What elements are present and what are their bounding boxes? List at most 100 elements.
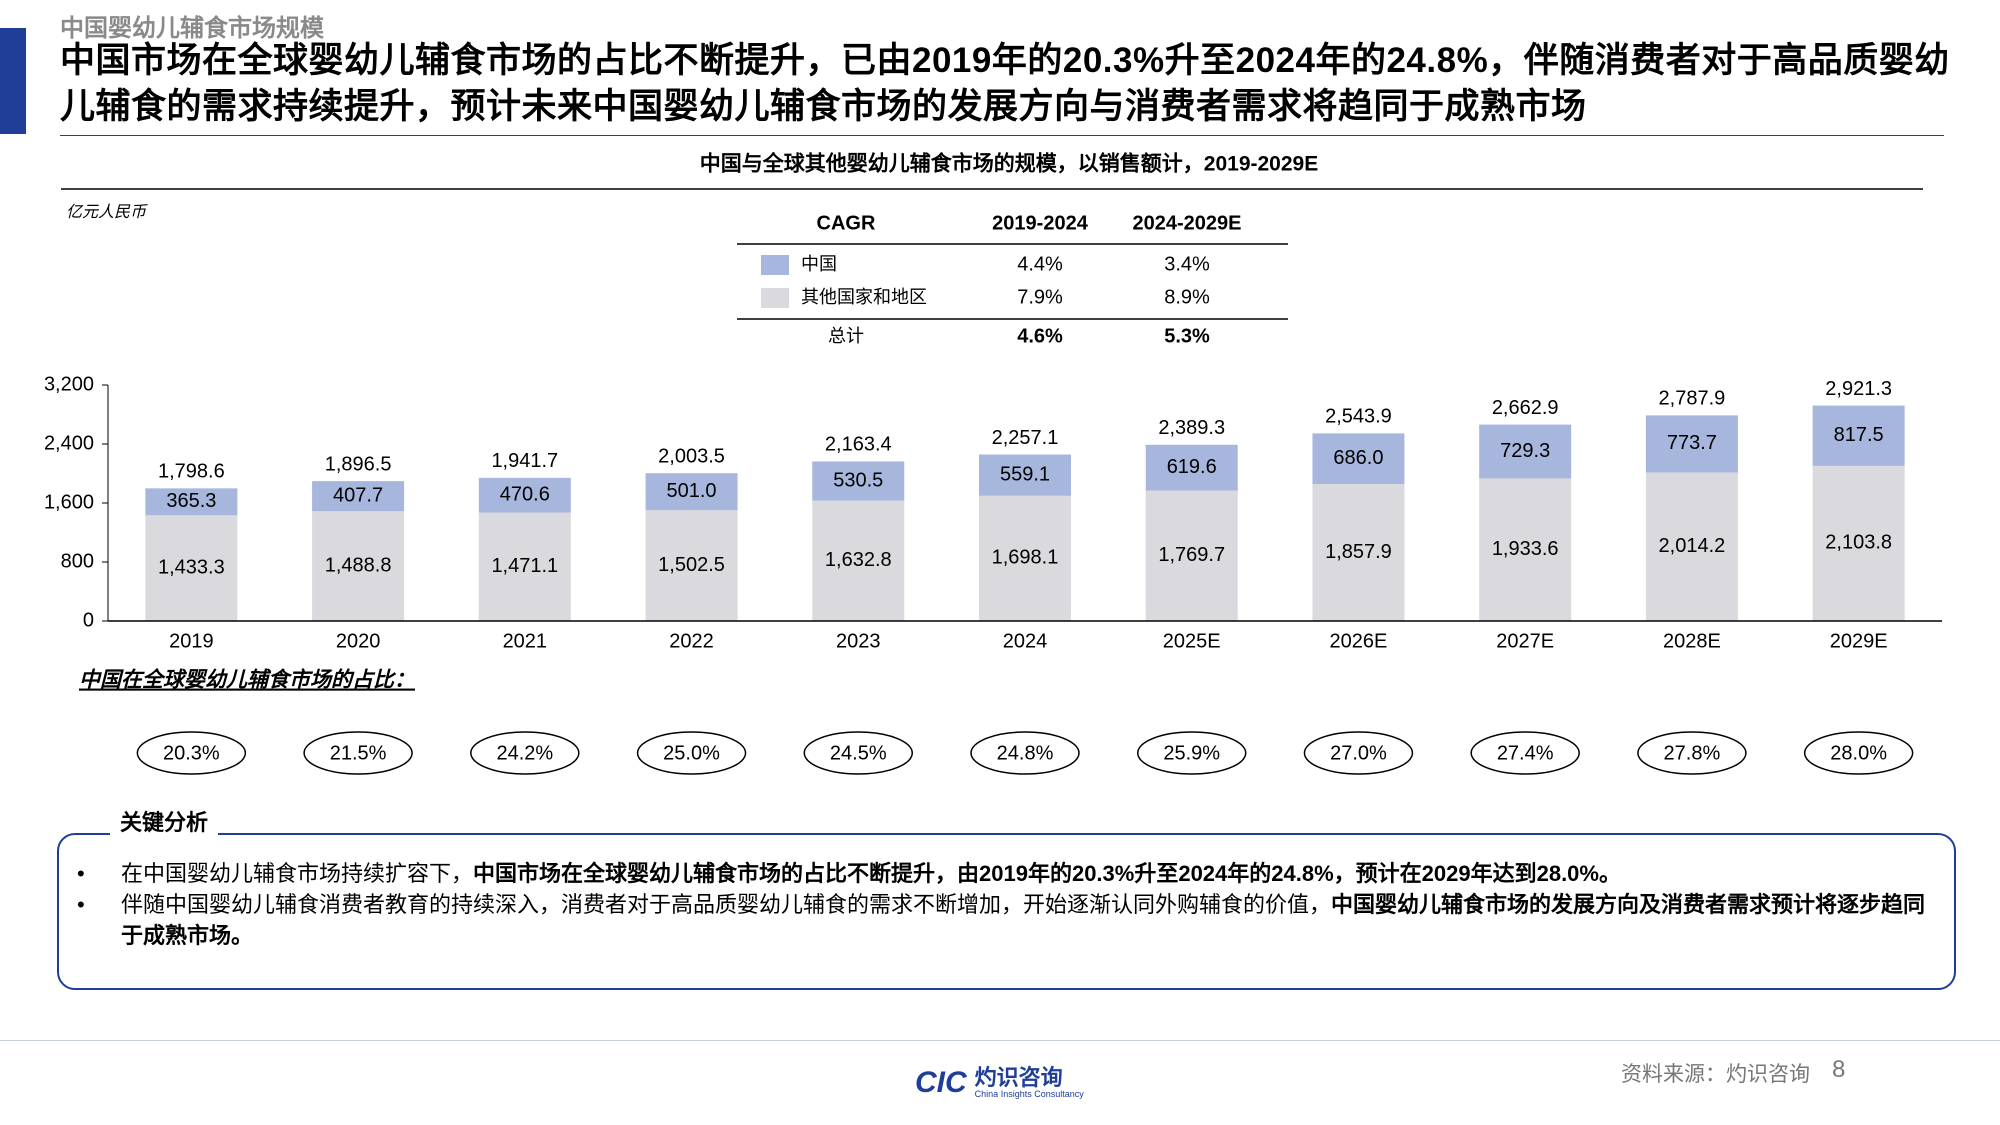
- share-label: 28.0%: [1830, 742, 1887, 764]
- bar-segment: [478, 512, 571, 621]
- x-tick-label: 2027E: [1496, 630, 1554, 652]
- x-tick-label: 2025E: [1163, 630, 1221, 652]
- value-label: 1,632.8: [825, 549, 892, 571]
- value-label: 407.7: [333, 484, 383, 506]
- x-tick-label: 2029E: [1830, 630, 1888, 652]
- share-ellipse: [1136, 731, 1247, 775]
- table-cell: 4.4%: [1017, 253, 1063, 275]
- bar-segment: [1812, 405, 1905, 466]
- share-ellipse: [1803, 731, 1914, 775]
- total-label: 2,163.4: [825, 434, 892, 456]
- bar-segment: [812, 461, 905, 501]
- bar-segment: [1145, 444, 1238, 491]
- table-total: 4.6%: [1017, 325, 1063, 347]
- total-label: 1,798.6: [158, 461, 225, 483]
- logo: CIC 灼识咨询 China Insights Consultancy: [915, 1066, 1084, 1100]
- share-ellipse: [470, 731, 580, 775]
- logo-english: China Insights Consultancy: [974, 1089, 1084, 1099]
- share-label: 27.0%: [1330, 742, 1387, 764]
- value-label: 1,433.3: [158, 556, 225, 578]
- headline: 中国市场在全球婴幼儿辅食市场的占比不断提升，已由2019年的20.3%升至202…: [60, 41, 1950, 126]
- bar-segment: [145, 515, 238, 621]
- legend-swatch: [761, 288, 789, 308]
- share-label: 21.5%: [330, 742, 387, 764]
- total-label: 2,257.1: [992, 427, 1059, 449]
- chart-title: 中国与全球其他婴幼儿辅食市场的规模，以销售额计，2019-2029E: [700, 152, 1318, 176]
- logo-text: 灼识咨询 China Insights Consultancy: [974, 1065, 1084, 1100]
- analysis-box: [57, 833, 1956, 990]
- bullet: 在中国婴幼儿辅食市场持续扩容下，中国市场在全球婴幼儿辅食市场的占比不断提升，由2…: [77, 858, 1947, 889]
- x-tick-label: 2019: [169, 630, 214, 652]
- bar-segment: [1645, 415, 1738, 473]
- x-tick-label: 2023: [836, 630, 881, 652]
- value-label: 773.7: [1667, 432, 1717, 454]
- section-title: 中国婴幼儿辅食市场规模: [60, 15, 324, 42]
- chart: 中国与全球其他婴幼儿辅食市场的规模，以销售额计，2019-2029E 亿元人民币…: [44, 152, 1942, 775]
- share-ellipse: [636, 731, 747, 775]
- total-label: 2,543.9: [1325, 406, 1392, 428]
- logo-name: 灼识咨询: [974, 1065, 1063, 1090]
- x-tick-label: 2021: [503, 630, 548, 652]
- bar-segment: [645, 510, 738, 621]
- accent-bar: [0, 28, 26, 134]
- total-label: 2,003.5: [658, 446, 725, 468]
- bullet-text: 伴随中国婴幼儿辅食消费者教育的持续深入，消费者对于高品质婴幼儿辅食的需求不断增加…: [121, 892, 1332, 917]
- bar-segment: [1645, 472, 1738, 621]
- share-ellipse: [303, 731, 413, 775]
- total-label: 2,389.3: [1158, 417, 1225, 439]
- share-label: 27.4%: [1497, 742, 1554, 764]
- share-label: 25.0%: [663, 742, 720, 764]
- bar-segment: [979, 495, 1071, 621]
- bar-segment: [1312, 483, 1405, 621]
- source: 资料来源：灼识咨询: [1621, 1063, 1810, 1086]
- table-header: 2024-2029E: [1133, 212, 1242, 234]
- footer-rule: [0, 1040, 2000, 1041]
- table-header: CAGR: [817, 212, 876, 234]
- bullet-text: 中国婴幼儿辅食市场的发展方向及消费者需求预计将逐步趋同于成熟市场。: [121, 892, 1926, 948]
- y-tick-label: 1,600: [44, 491, 94, 513]
- share-label: 24.8%: [997, 742, 1054, 764]
- table-cell: 8.9%: [1164, 286, 1210, 308]
- value-label: 2,014.2: [1659, 535, 1726, 557]
- value-label: 2,103.8: [1825, 532, 1892, 554]
- total-label: 2,921.3: [1825, 378, 1892, 400]
- table-header: 2019-2024: [992, 212, 1089, 234]
- plot: 0 800 1,600 2,400 3,200 1,433.3 365.3 1,798.6 20…: [44, 373, 1942, 652]
- value-label: 729.3: [1500, 440, 1550, 462]
- bar-segment: [1312, 433, 1405, 484]
- share-ellipse: [803, 731, 914, 775]
- y-tick-label: 2,400: [44, 432, 94, 454]
- value-label: 817.5: [1834, 424, 1884, 446]
- x-tick-label: 2028E: [1663, 630, 1721, 652]
- share-ellipse: [970, 731, 1080, 775]
- bar-segment: [812, 500, 905, 621]
- bar-segment: [1479, 424, 1572, 479]
- table-total: 5.3%: [1164, 325, 1210, 347]
- page-number: 8: [1832, 1056, 1846, 1083]
- table-cell: 7.9%: [1017, 286, 1063, 308]
- legend-swatch: [761, 255, 789, 275]
- bar-segment: [1479, 478, 1572, 621]
- value-label: 1,769.7: [1158, 544, 1225, 566]
- share-label: 24.5%: [830, 742, 887, 764]
- share-ellipse: [136, 731, 247, 775]
- share-label: 24.2%: [496, 742, 553, 764]
- value-label: 1,933.6: [1492, 538, 1559, 560]
- total-label: 1,941.7: [491, 450, 558, 472]
- analysis-bullets: 在中国婴幼儿辅食市场持续扩容下，中国市场在全球婴幼儿辅食市场的占比不断提升，由2…: [77, 858, 1947, 951]
- value-label: 619.6: [1167, 456, 1217, 478]
- analysis-title: 关键分析: [110, 805, 219, 837]
- share-ellipse: [1637, 731, 1747, 775]
- rule: [60, 135, 1944, 136]
- value-label: 530.5: [833, 469, 883, 491]
- share-label: 20.3%: [163, 742, 220, 764]
- legend-label: 其他国家和地区: [801, 287, 927, 307]
- share-ellipse: [1470, 731, 1580, 775]
- value-label: 470.6: [500, 483, 550, 505]
- table-total: 总计: [828, 326, 864, 346]
- value-label: 365.3: [166, 490, 216, 512]
- total-label: 2,787.9: [1659, 388, 1726, 410]
- share-ellipse: [1303, 731, 1414, 775]
- bar-segment: [312, 511, 405, 621]
